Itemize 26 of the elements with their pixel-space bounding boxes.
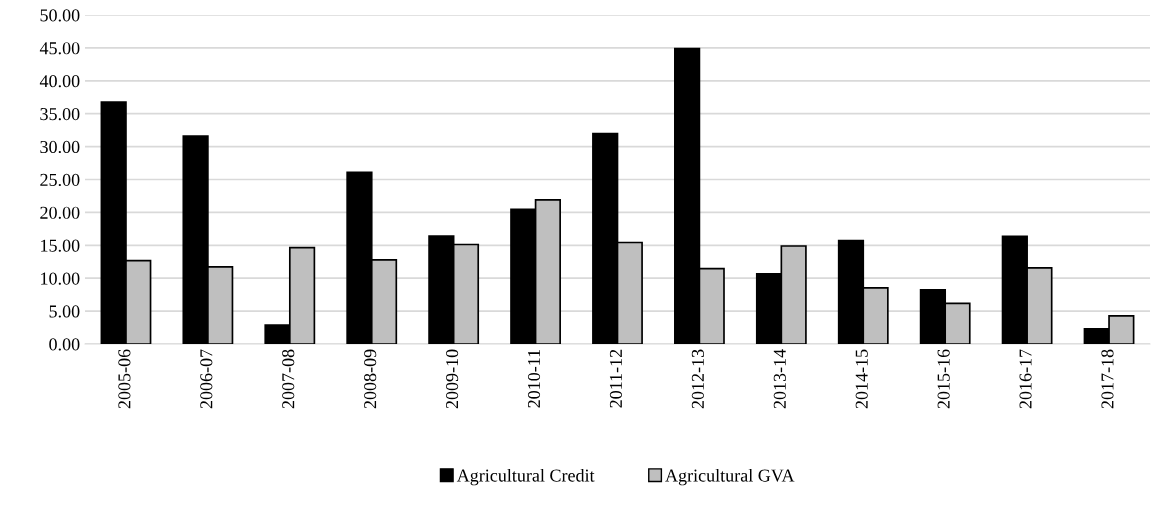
y-tick-label: 5.00: [49, 305, 80, 318]
legend-label: Agricultural Credit: [456, 468, 595, 486]
x-tick-label: 2014-15: [855, 349, 868, 409]
y-tick-label: 40.00: [39, 75, 80, 88]
legend-label: Agricultural GVA: [665, 468, 795, 486]
y-tick-label: 20.00: [40, 206, 80, 219]
x-tick-label: 2006-07: [200, 349, 213, 409]
y-tick-label: 0.00: [49, 338, 80, 351]
x-tick-label: 2008-09: [364, 349, 377, 409]
x-tick-label: 2009-10: [445, 349, 459, 409]
y-tick-label: 30.00: [40, 140, 80, 154]
y-tick-label: 35.00: [40, 107, 80, 121]
y-tick-label: 45.00: [39, 42, 80, 55]
y-tick-label: 25.00: [40, 173, 80, 187]
x-tick-label: 2016-17: [1019, 349, 1032, 409]
x-tick-label: 2011-12: [609, 349, 623, 408]
x-tick-label: 2017-18: [1101, 349, 1114, 409]
x-tick-label: 2015-16: [937, 349, 950, 409]
y-tick-label: 15.00: [41, 239, 80, 252]
x-tick-label: 2007-08: [282, 349, 295, 409]
x-tick-label: 2005-06: [118, 349, 131, 409]
x-tick-label: 2013-14: [773, 349, 786, 409]
x-tick-label: 2010-11: [527, 349, 541, 408]
y-tick-label: 50.00: [40, 9, 80, 22]
y-tick-label: 10.00: [41, 272, 80, 285]
x-tick-label: 2012-13: [691, 349, 704, 409]
